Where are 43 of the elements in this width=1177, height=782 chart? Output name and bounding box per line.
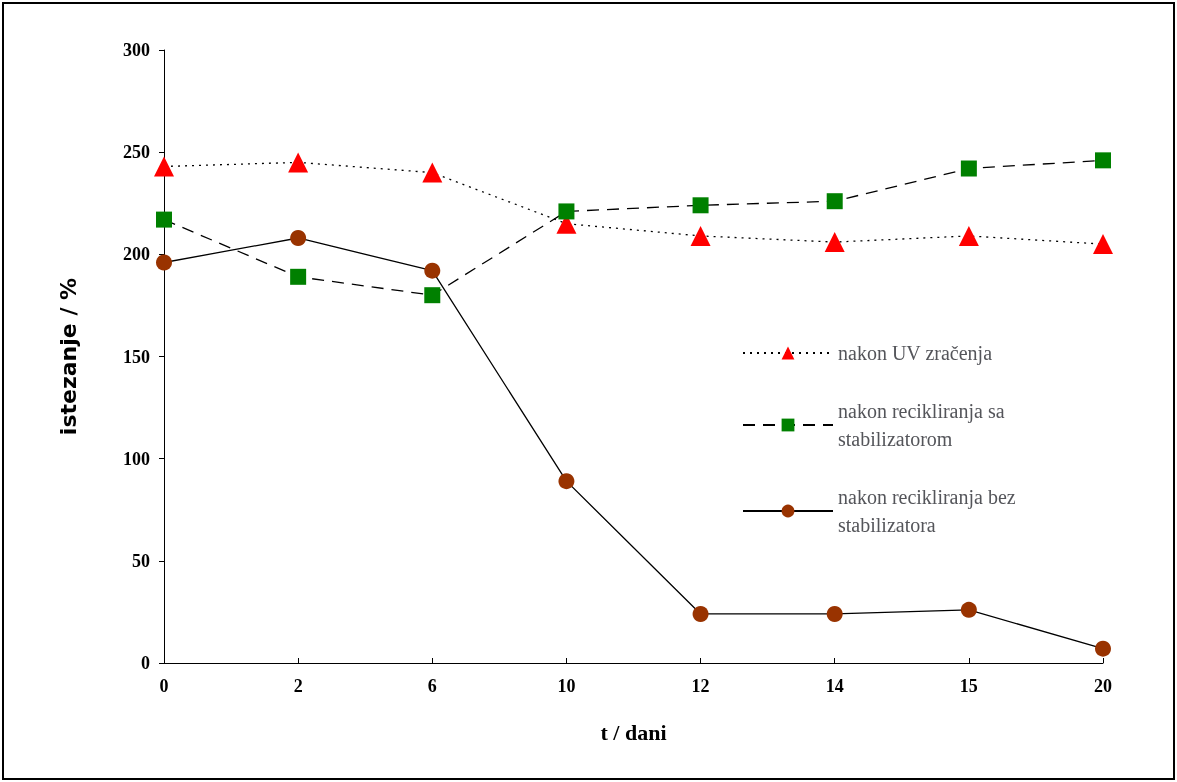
y-tick-label: 250	[123, 142, 150, 163]
x-tick-label: 10	[557, 676, 576, 696]
point	[422, 162, 443, 183]
y-tick-label: 300	[123, 40, 150, 60]
point	[154, 156, 174, 177]
x-tick-label: 14	[825, 676, 844, 696]
y-tick-label: 200	[123, 244, 150, 265]
point	[1095, 152, 1111, 169]
point	[824, 232, 845, 253]
x-tick-label: 15	[959, 676, 978, 696]
point	[692, 605, 709, 622]
legend-label: nakon recikliranja bez stabilizatora	[838, 486, 1021, 536]
point	[826, 605, 843, 622]
y-tick-label: 50	[132, 550, 150, 571]
point	[692, 197, 709, 214]
point	[288, 152, 309, 173]
point	[424, 287, 441, 304]
point	[1093, 234, 1113, 255]
x-axis-title: t / dani	[600, 719, 667, 745]
x-tick-label: 20	[1094, 676, 1112, 696]
y-tick-label: 100	[123, 448, 150, 469]
point	[690, 225, 711, 246]
y-tick-label: 150	[123, 346, 150, 367]
point	[156, 254, 172, 271]
point	[290, 268, 307, 285]
point	[826, 193, 843, 210]
point	[958, 225, 979, 246]
point	[424, 262, 441, 279]
point	[1095, 640, 1111, 657]
point	[558, 203, 575, 220]
y-axis-title: istezanje / %	[55, 277, 81, 436]
x-tick-label: 0	[159, 676, 169, 696]
point	[290, 229, 307, 246]
point	[960, 160, 977, 177]
legend-label: nakon recikliranja sa stabilizatorom	[838, 400, 1010, 450]
x-tick-label: 12	[691, 676, 710, 696]
y-tick-label: 0	[141, 653, 150, 673]
point	[156, 211, 172, 228]
legend-label: nakon UV zračenja	[838, 342, 993, 365]
x-tick-label: 2	[293, 676, 303, 696]
point	[960, 601, 977, 618]
x-tick-label: 6	[427, 676, 437, 696]
point	[558, 473, 575, 490]
